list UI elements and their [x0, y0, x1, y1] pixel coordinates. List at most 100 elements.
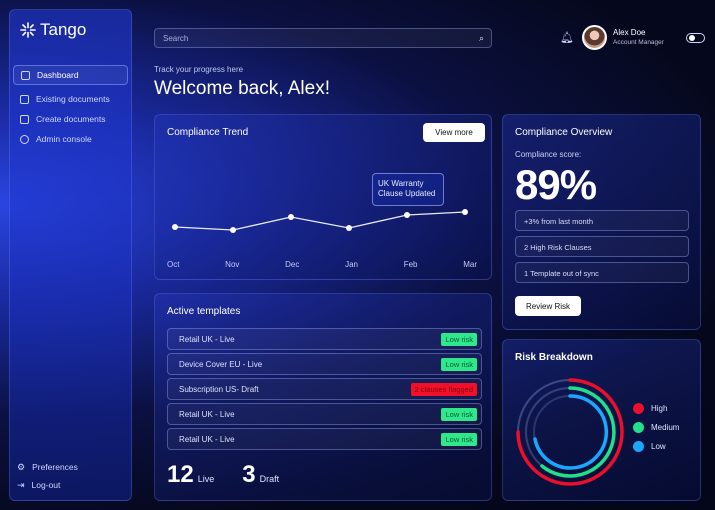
- month-axis: Oct Nov Dec Jan Feb Mar: [167, 260, 477, 269]
- trend-tooltip: UK Warranty Clause Updated: [372, 173, 444, 206]
- trend-point: [404, 212, 410, 218]
- template-name: Retail UK - Live: [179, 435, 235, 444]
- logo-text: Tango: [40, 20, 87, 39]
- search-placeholder: Search: [163, 34, 189, 43]
- medium-dot: [633, 422, 644, 433]
- sidebar-item-label: Existing documents: [36, 94, 110, 104]
- compliance-score: 89%: [515, 161, 597, 208]
- stat-box: 2 High Risk Clauses: [515, 236, 689, 257]
- legend-item-high: High: [633, 403, 679, 414]
- risk-legend: High Medium Low: [633, 403, 679, 460]
- sidebar-item-logout[interactable]: ⇥ Log-out: [16, 476, 78, 494]
- bell-icon[interactable]: 🔔︎: [560, 32, 574, 44]
- review-risk-button[interactable]: Review Risk: [515, 296, 581, 316]
- trend-point: [172, 224, 178, 230]
- sidebar-item-label: Create documents: [36, 114, 106, 124]
- template-row[interactable]: Subscription US- Draft 2 clauses flagged: [167, 378, 482, 400]
- stat-box: +3% from last month: [515, 210, 689, 231]
- sidebar-item-admin-console[interactable]: Admin console: [13, 129, 128, 149]
- template-row[interactable]: Device Cover EU - Live Low risk: [167, 353, 482, 375]
- sidebar-item-create-documents[interactable]: Create documents: [13, 109, 128, 129]
- month-label: Nov: [225, 260, 240, 269]
- tooltip-line: UK Warranty: [378, 179, 424, 188]
- sidebar-item-existing-documents[interactable]: Existing documents: [13, 89, 128, 109]
- avatar[interactable]: [582, 25, 607, 50]
- template-row[interactable]: Retail UK - Live Low risk: [167, 403, 482, 425]
- template-name: Device Cover EU - Live: [179, 360, 263, 369]
- low-dot: [633, 441, 644, 452]
- draft-label: Draft: [259, 474, 280, 484]
- sidebar-item-label: Preferences: [32, 462, 78, 472]
- month-label: Dec: [285, 260, 300, 269]
- high-dot: [633, 403, 644, 414]
- user-icon: [20, 134, 29, 144]
- create-document-icon: [20, 114, 29, 124]
- view-more-button[interactable]: View more: [423, 123, 485, 142]
- logo[interactable]: Tango: [20, 20, 86, 40]
- score-label: Compliance score:: [515, 150, 582, 159]
- card-title: Risk Breakdown: [515, 352, 593, 363]
- trend-point: [230, 227, 236, 233]
- legend-label: High: [651, 404, 668, 413]
- legend-item-low: Low: [633, 441, 679, 452]
- card-title: Compliance Overview: [515, 127, 613, 138]
- status-badge: 2 clauses flagged: [410, 383, 477, 396]
- compliance-trend-card: Compliance Trend View more UK Warranty C…: [154, 114, 492, 280]
- trend-point: [462, 209, 468, 215]
- sidebar-item-label: Dashboard: [37, 70, 79, 80]
- sidebar-item-dashboard[interactable]: Dashboard: [13, 65, 128, 85]
- compliance-overview-card: Compliance Overview Compliance score: 89…: [502, 114, 701, 330]
- sidebar: Tango Dashboard Existing documents Creat…: [9, 9, 132, 501]
- template-row[interactable]: Retail UK - Live Low risk: [167, 428, 482, 450]
- trend-point: [288, 214, 294, 220]
- medium-arc: [540, 386, 616, 478]
- user-role: Account Manager: [613, 38, 664, 46]
- status-badge: Low risk: [441, 433, 477, 446]
- template-name: Subscription US- Draft: [179, 385, 259, 394]
- sidebar-item-label: Admin console: [36, 134, 92, 144]
- trend-point: [346, 225, 352, 231]
- active-templates-card: Active templates Retail UK - Live Low ri…: [154, 293, 492, 501]
- live-count: 12: [167, 461, 194, 488]
- card-title: Compliance Trend: [167, 127, 249, 138]
- low-arc: [533, 394, 608, 470]
- dashboard-icon: [21, 70, 30, 80]
- month-label: Mar: [463, 260, 477, 269]
- theme-toggle[interactable]: [685, 32, 705, 43]
- page-title: Welcome back, Alex!: [154, 78, 331, 99]
- trend-line: [174, 211, 466, 231]
- template-row[interactable]: Retail UK - Live Low risk: [167, 328, 482, 350]
- sidebar-nav: Dashboard Existing documents Create docu…: [13, 65, 128, 149]
- document-icon: [20, 94, 29, 104]
- sliders-icon: ⚙: [17, 461, 26, 472]
- live-label: Live: [197, 474, 215, 484]
- draft-count: 3: [242, 461, 256, 488]
- month-label: Feb: [403, 260, 418, 269]
- month-label: Jan: [345, 260, 358, 269]
- template-name: Retail UK - Live: [179, 410, 235, 419]
- user-name: Alex Doe: [613, 27, 646, 37]
- status-badge: Low risk: [441, 408, 477, 421]
- header-user-area: 🔔︎ Alex Doe Account Manager: [560, 25, 705, 50]
- legend-label: Medium: [651, 423, 680, 432]
- month-label: Oct: [167, 260, 180, 269]
- tango-logo-icon: [20, 22, 36, 38]
- template-totals: 12 Live 3 Draft: [167, 461, 307, 489]
- page-subtitle: Track your progress here: [154, 65, 244, 74]
- status-badge: Low risk: [441, 333, 477, 346]
- sidebar-bottom: ⚙ Preferences ⇥ Log-out: [16, 458, 78, 494]
- template-name: Retail UK - Live: [179, 335, 235, 344]
- search-icon[interactable]: ⌕: [478, 33, 484, 43]
- search-input[interactable]: Search ⌕: [154, 28, 492, 48]
- sidebar-item-label: Log-out: [31, 480, 61, 490]
- trend-line-chart: [172, 209, 468, 233]
- legend-label: Low: [651, 442, 666, 451]
- risk-breakdown-card: Risk Breakdown High Medium Low: [502, 339, 701, 501]
- card-title: Active templates: [167, 306, 241, 317]
- high-arc: [516, 378, 624, 486]
- tooltip-line: Clause Updated: [378, 189, 436, 198]
- sidebar-item-preferences[interactable]: ⚙ Preferences: [16, 458, 78, 476]
- status-badge: Low risk: [441, 358, 477, 371]
- risk-donut-chart: [516, 378, 624, 486]
- legend-item-medium: Medium: [633, 422, 679, 433]
